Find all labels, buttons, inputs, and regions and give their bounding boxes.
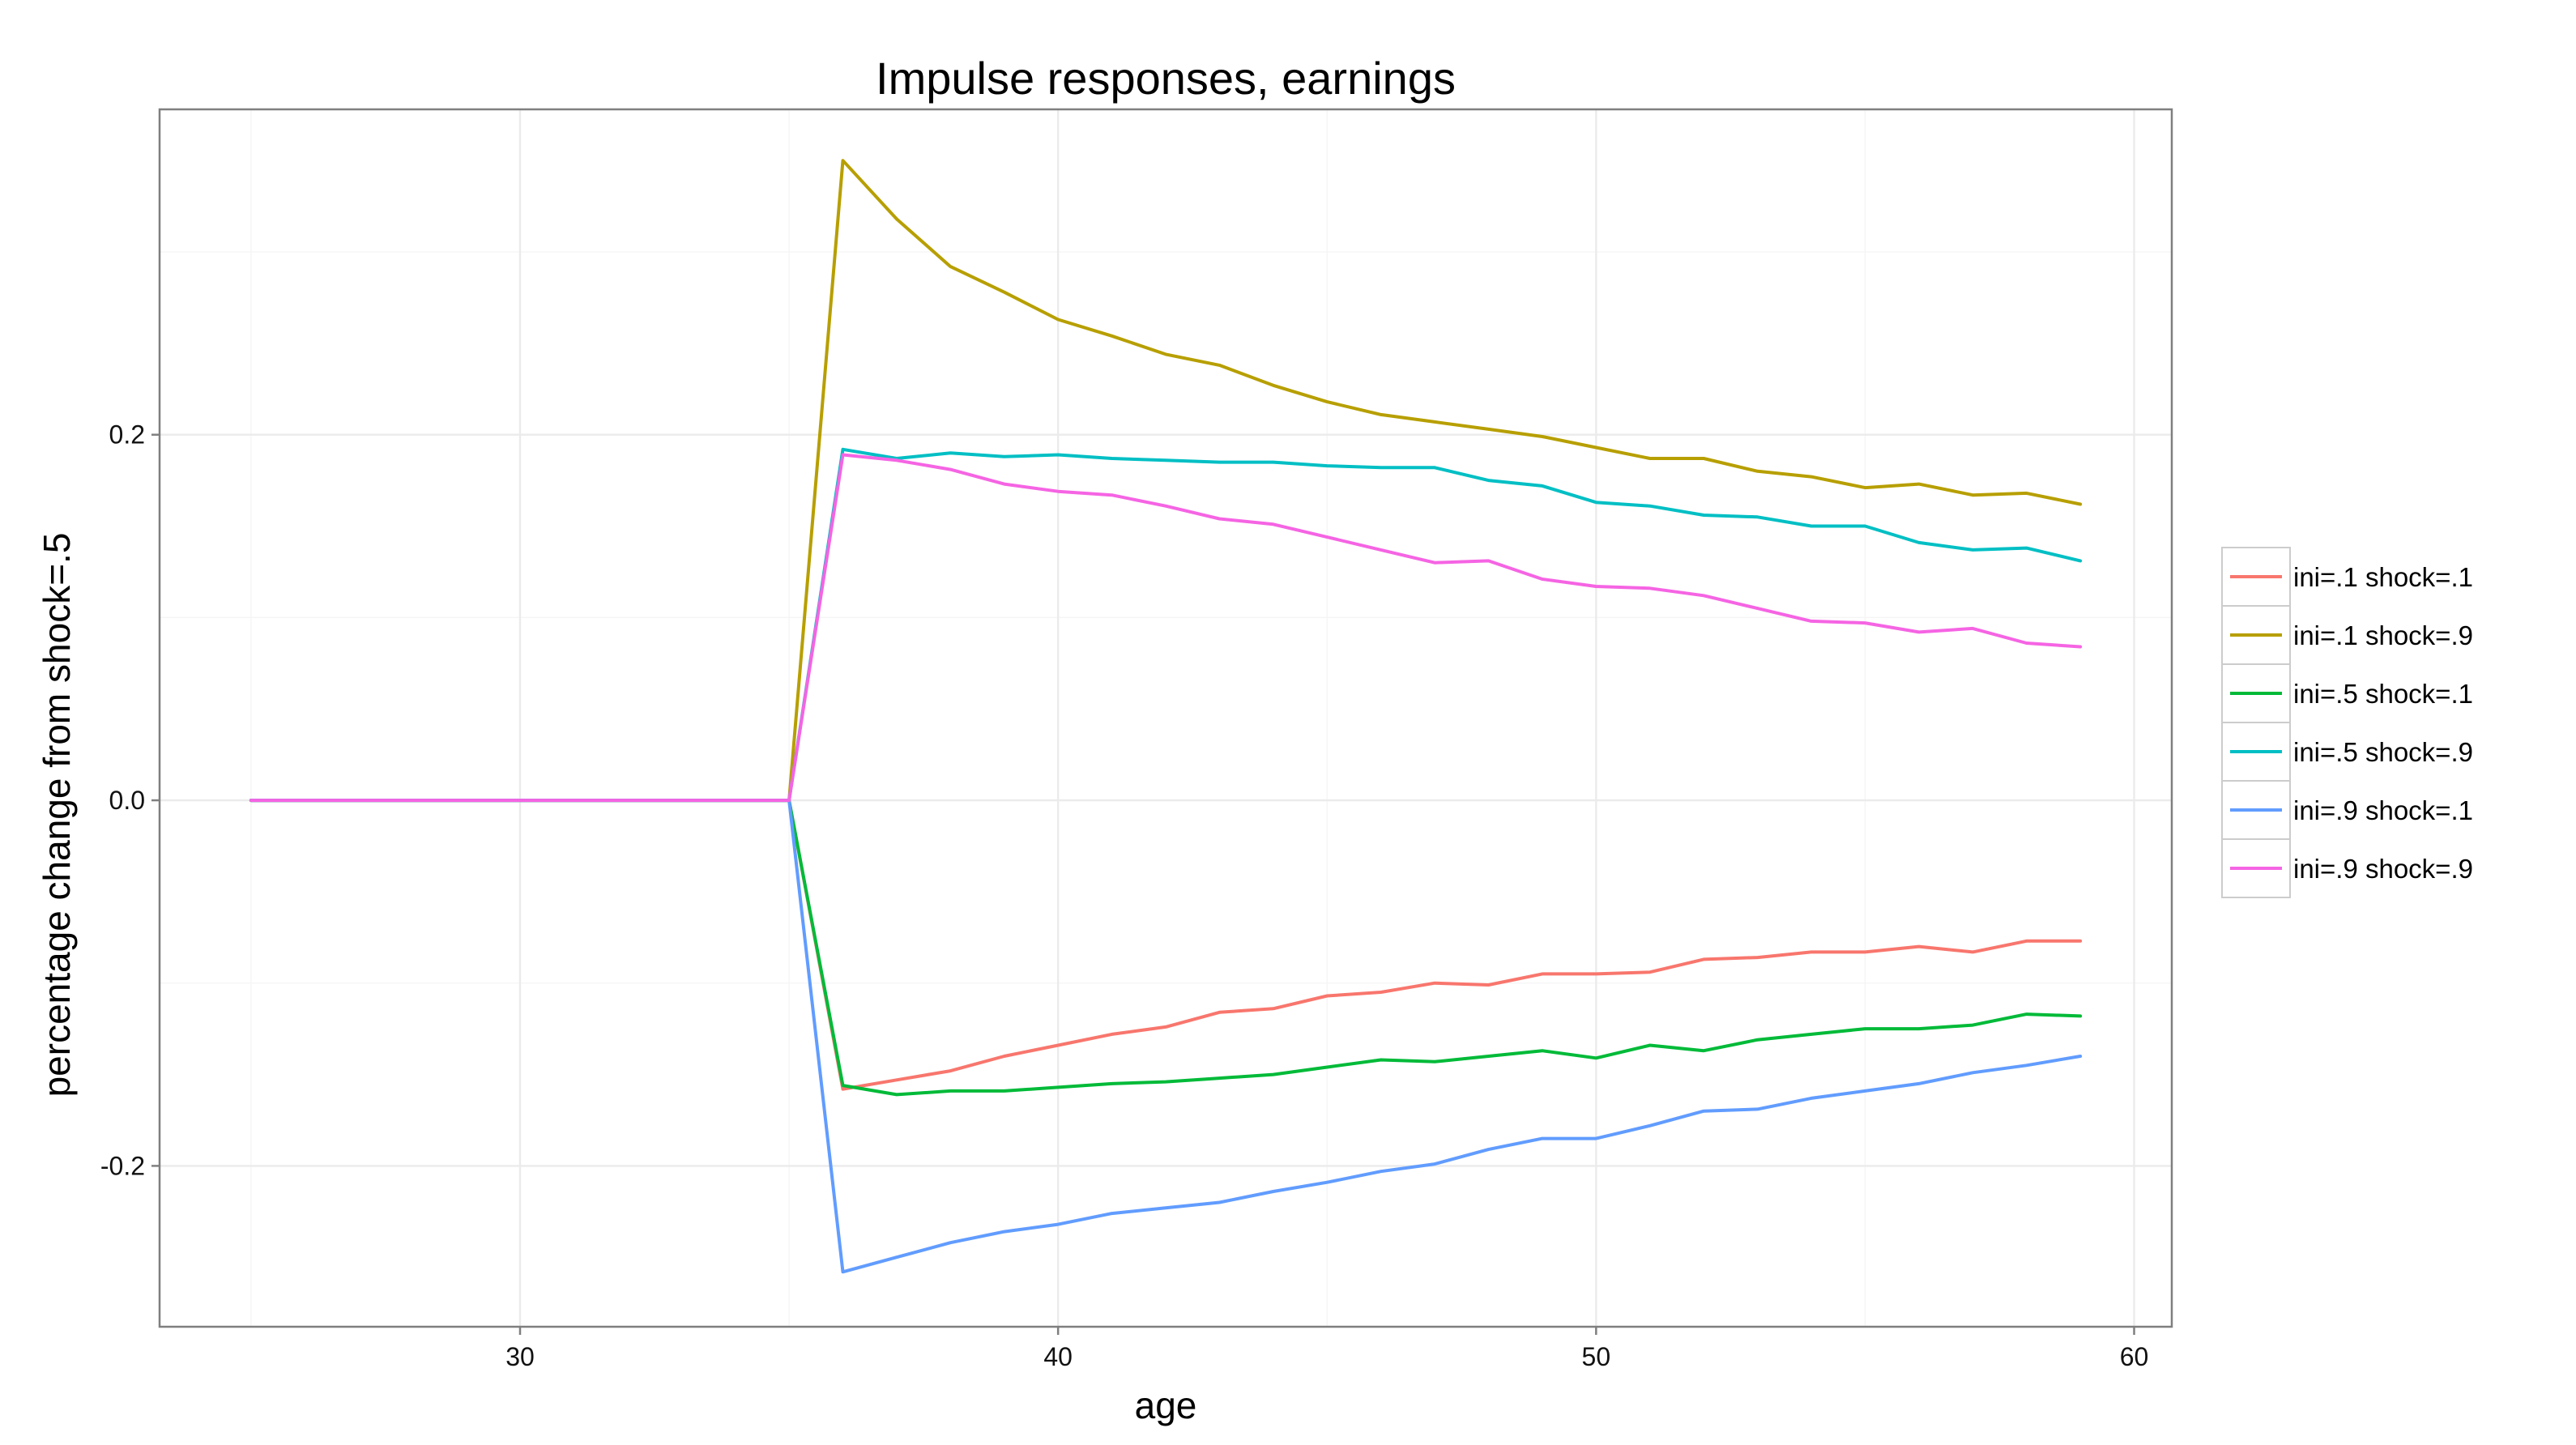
legend-label: ini=.1 shock=.9 bbox=[2293, 620, 2473, 650]
axis-ticks: 30 40 50 60 -0.2 0.0 0.2 bbox=[100, 420, 2148, 1371]
y-axis-label: percentage change from shock=.5 bbox=[36, 533, 78, 1098]
legend: ini=.1 shock=.1 ini=.1 shock=.9 ini=.5 sho… bbox=[2221, 547, 2473, 898]
legend-label: ini=.5 shock=.9 bbox=[2293, 737, 2473, 767]
y-tick-label: 0.2 bbox=[109, 420, 145, 450]
series-line-6 bbox=[249, 453, 2083, 803]
x-tick-label: 30 bbox=[505, 1342, 535, 1371]
legend-label: ini=.9 shock=.9 bbox=[2293, 854, 2473, 884]
plot-panel-border bbox=[158, 108, 2173, 1328]
legend-label: ini=.9 shock=.1 bbox=[2293, 795, 2473, 825]
x-tick-label: 50 bbox=[1582, 1342, 1611, 1371]
x-tick-label: 40 bbox=[1043, 1342, 1073, 1371]
grid bbox=[160, 109, 2172, 1327]
x-tick-label: 60 bbox=[2120, 1342, 2149, 1371]
legend-label: ini=.1 shock=.1 bbox=[2293, 562, 2473, 592]
y-tick-label: 0.0 bbox=[109, 786, 145, 815]
chart-title: Impulse responses, earnings bbox=[876, 53, 1456, 104]
legend-label: ini=.5 shock=.1 bbox=[2293, 679, 2473, 709]
series-lines bbox=[249, 159, 2083, 1274]
x-axis-label: age bbox=[1135, 1384, 1197, 1426]
y-tick-label: -0.2 bbox=[100, 1151, 145, 1180]
